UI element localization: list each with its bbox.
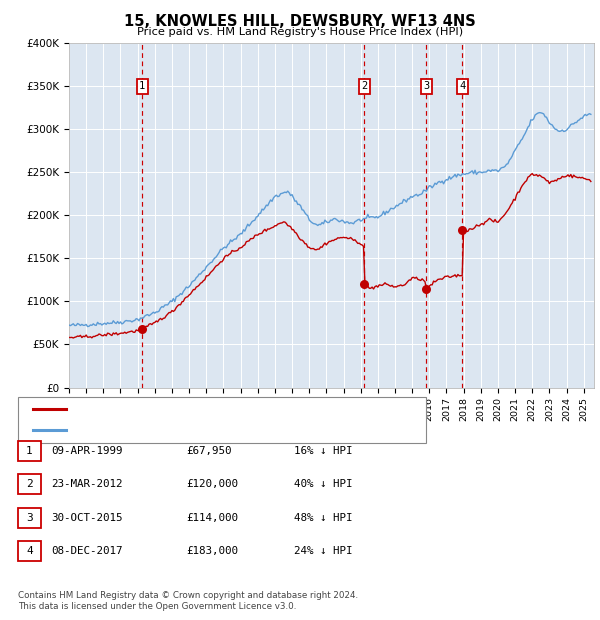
Text: This data is licensed under the Open Government Licence v3.0.: This data is licensed under the Open Gov… xyxy=(18,602,296,611)
Text: 30-OCT-2015: 30-OCT-2015 xyxy=(51,513,122,523)
Text: 15, KNOWLES HILL, DEWSBURY, WF13 4NS: 15, KNOWLES HILL, DEWSBURY, WF13 4NS xyxy=(124,14,476,29)
Text: 1: 1 xyxy=(26,446,33,456)
Text: 08-DEC-2017: 08-DEC-2017 xyxy=(51,546,122,556)
Text: 15, KNOWLES HILL, DEWSBURY, WF13 4NS (detached house): 15, KNOWLES HILL, DEWSBURY, WF13 4NS (de… xyxy=(72,404,390,414)
Text: £183,000: £183,000 xyxy=(186,546,238,556)
Text: 2: 2 xyxy=(26,479,33,489)
Text: 23-MAR-2012: 23-MAR-2012 xyxy=(51,479,122,489)
Text: £120,000: £120,000 xyxy=(186,479,238,489)
Text: 09-APR-1999: 09-APR-1999 xyxy=(51,446,122,456)
Text: 4: 4 xyxy=(459,81,466,91)
Text: HPI: Average price, detached house, Kirklees: HPI: Average price, detached house, Kirk… xyxy=(72,425,336,435)
Text: 1: 1 xyxy=(139,81,145,91)
Text: 3: 3 xyxy=(423,81,430,91)
Text: Contains HM Land Registry data © Crown copyright and database right 2024.: Contains HM Land Registry data © Crown c… xyxy=(18,591,358,600)
Text: £114,000: £114,000 xyxy=(186,513,238,523)
Text: £67,950: £67,950 xyxy=(186,446,232,456)
Text: 16% ↓ HPI: 16% ↓ HPI xyxy=(294,446,353,456)
Text: Price paid vs. HM Land Registry's House Price Index (HPI): Price paid vs. HM Land Registry's House … xyxy=(137,27,463,37)
Text: 2: 2 xyxy=(361,81,368,91)
Text: 4: 4 xyxy=(26,546,33,556)
Text: 40% ↓ HPI: 40% ↓ HPI xyxy=(294,479,353,489)
Text: 48% ↓ HPI: 48% ↓ HPI xyxy=(294,513,353,523)
Text: 3: 3 xyxy=(26,513,33,523)
Text: 24% ↓ HPI: 24% ↓ HPI xyxy=(294,546,353,556)
